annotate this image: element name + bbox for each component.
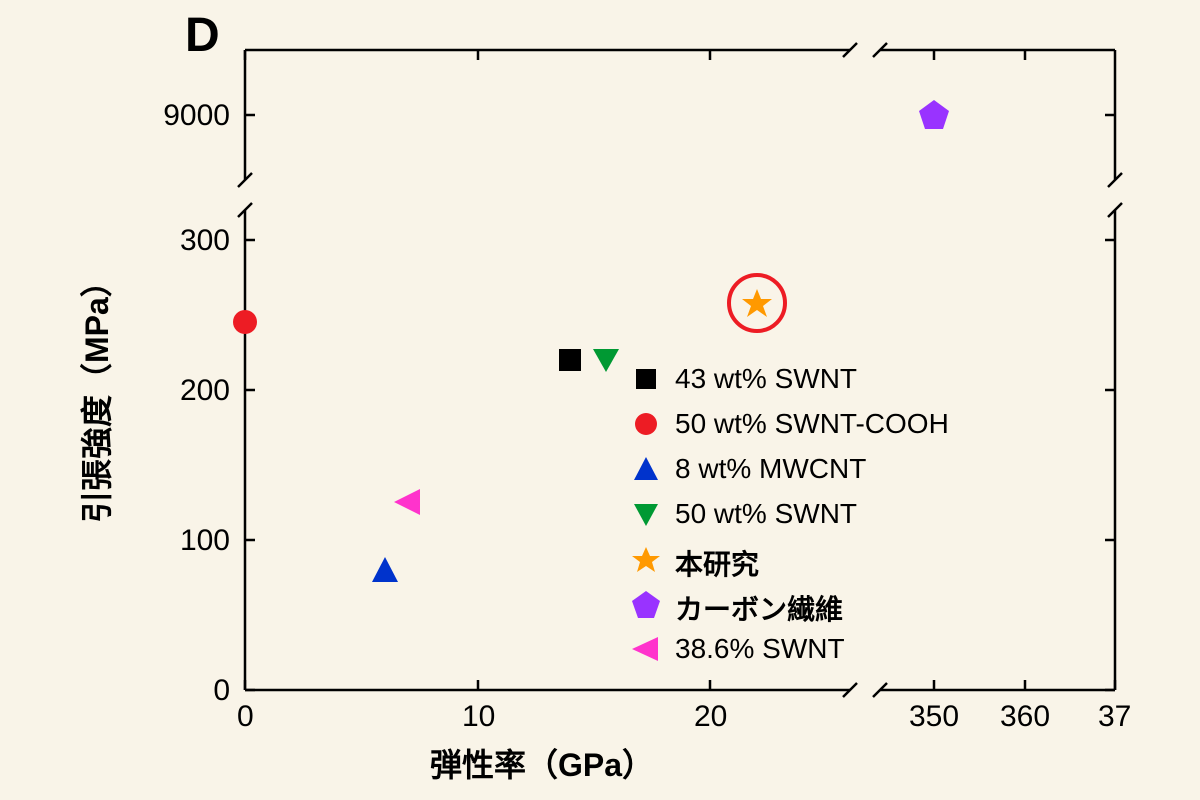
legend-item-6: 38.6% SWNT: [675, 633, 845, 665]
x-tick-0: 0: [237, 700, 254, 734]
legend-label: 38.6% SWNT: [675, 633, 845, 665]
legend-label: 50 wt% SWNT: [675, 498, 857, 530]
legend-label: 50 wt% SWNT-COOH: [675, 408, 949, 440]
legend-item-3: 50 wt% SWNT: [675, 498, 857, 530]
legend-item-0: 43 wt% SWNT: [675, 363, 857, 395]
legend-item-2: 8 wt% MWCNT: [675, 453, 866, 485]
y-tick-300: 300: [180, 224, 230, 258]
panel-label: D: [185, 8, 220, 63]
y-tick-0: 0: [213, 674, 230, 708]
x-tick-360: 360: [1000, 700, 1050, 734]
legend-item-5: カーボン繊維: [675, 588, 843, 628]
x-tick-37: 37: [1098, 700, 1131, 734]
y-tick-9000: 9000: [163, 99, 230, 133]
legend-label: 8 wt% MWCNT: [675, 453, 866, 485]
x-axis-label: 弾性率（GPa）: [430, 740, 654, 786]
x-tick-350: 350: [909, 700, 959, 734]
chart-container: D 引張強度（MPa） 弾性率（GPa） 0 100 200 300 9000 …: [50, 20, 1150, 780]
x-tick-10: 10: [462, 700, 495, 734]
x-tick-20: 20: [694, 700, 727, 734]
legend-item-4: 本研究: [675, 543, 759, 583]
legend-label: カーボン繊維: [675, 588, 843, 628]
y-axis-label: 引張強度（MPa）: [72, 265, 118, 523]
legend-item-1: 50 wt% SWNT-COOH: [675, 408, 949, 440]
legend-label: 43 wt% SWNT: [675, 363, 857, 395]
legend-label: 本研究: [675, 543, 759, 583]
legend-markers: [632, 369, 660, 661]
y-tick-200: 200: [180, 374, 230, 408]
y-tick-100: 100: [180, 524, 230, 558]
